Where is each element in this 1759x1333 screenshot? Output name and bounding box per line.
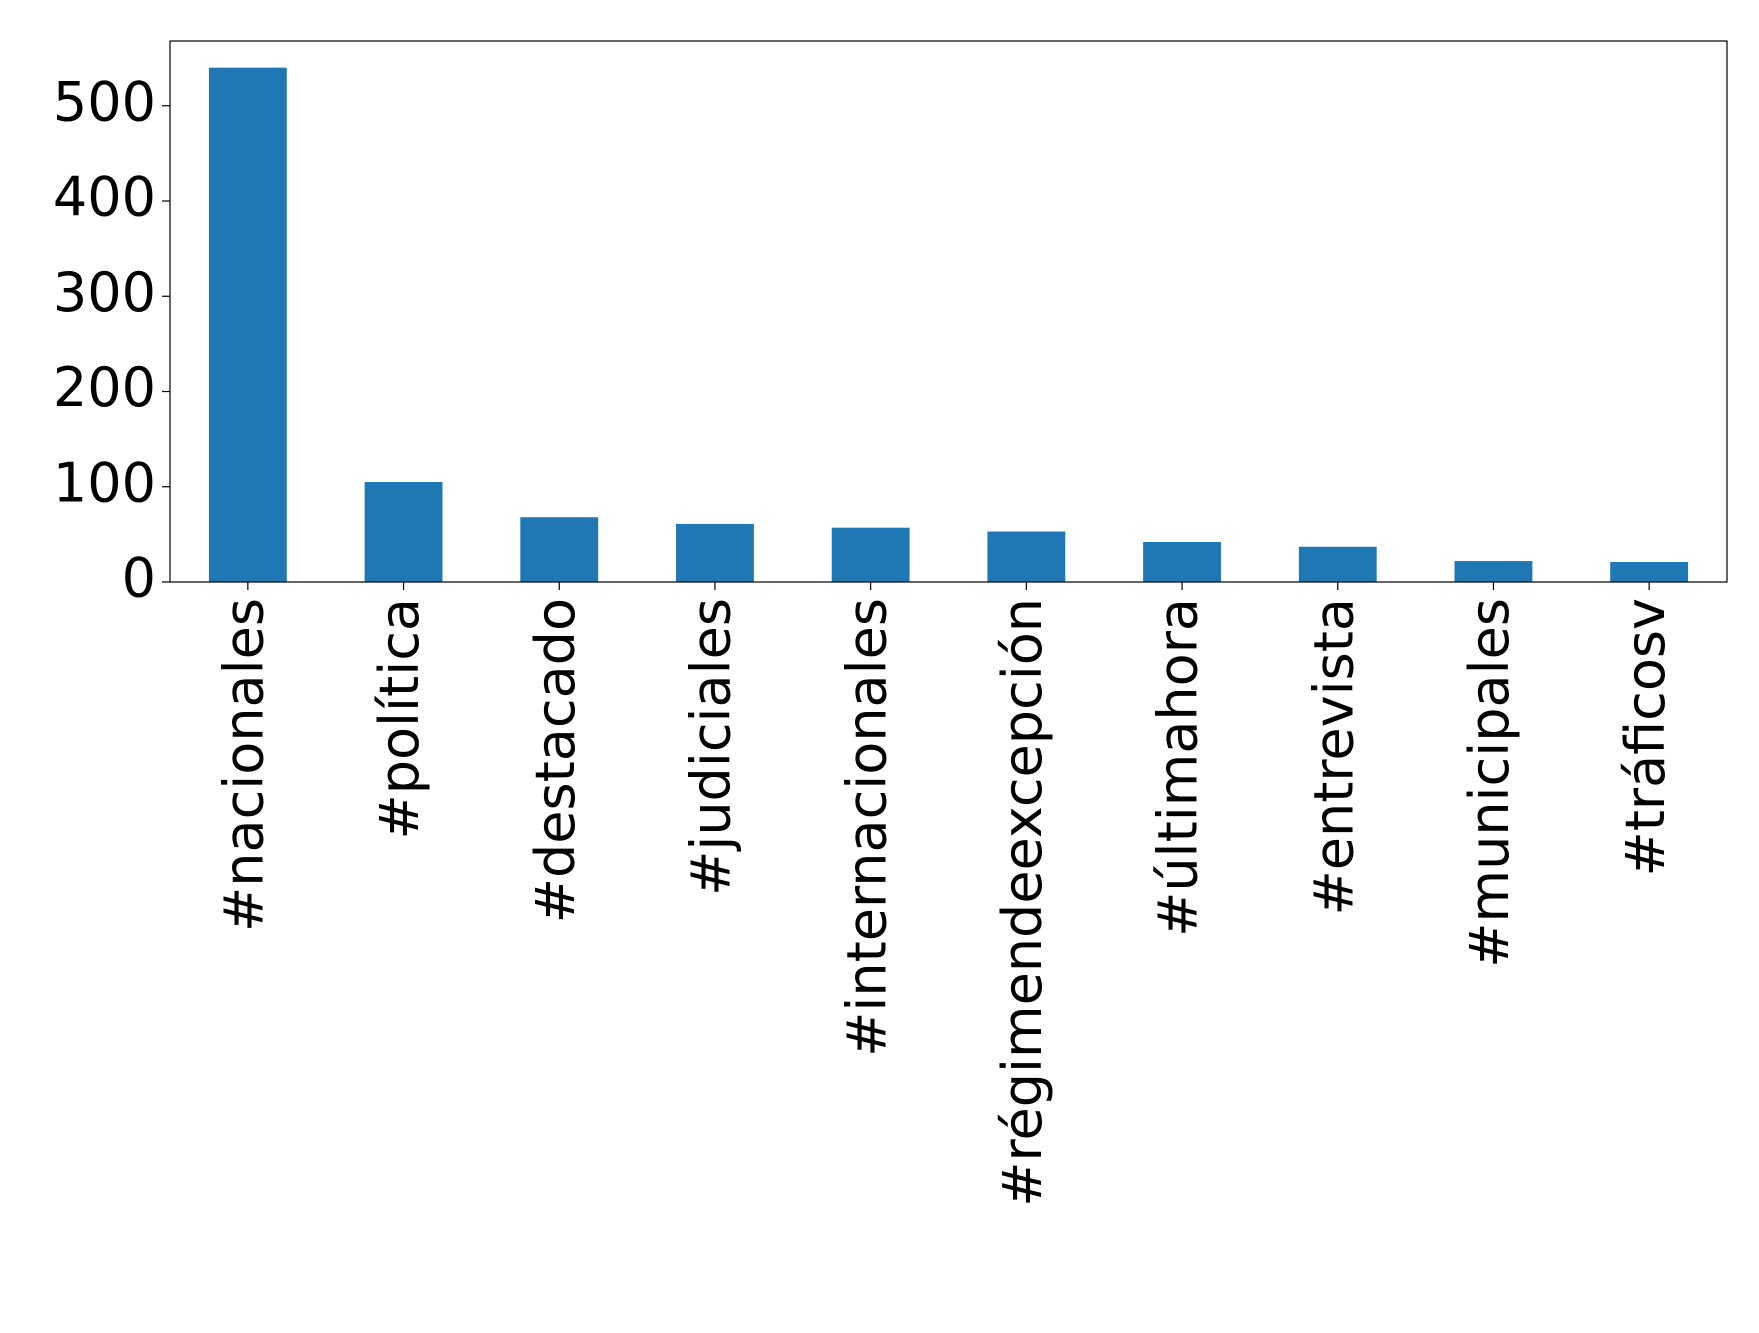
y-tick-label: 200 — [53, 356, 156, 419]
x-tick-label: #política — [368, 598, 431, 840]
plot-frame — [169, 40, 1728, 583]
y-tick-label: 0 — [122, 547, 156, 610]
bar — [1298, 546, 1377, 582]
x-tick-label: #internacionales — [835, 598, 898, 1057]
bar — [1143, 541, 1221, 582]
x-tick-label: #tráficosv — [1614, 598, 1677, 877]
x-tick-label: #últimahora — [1147, 598, 1210, 937]
bar — [987, 531, 1066, 582]
bar — [676, 523, 754, 582]
x-tick-label: #nacionales — [212, 598, 275, 932]
bar — [364, 481, 443, 582]
x-tick-label: #régimendeexcepción — [991, 598, 1054, 1207]
y-tick-label: 100 — [53, 451, 156, 514]
bar — [1454, 561, 1533, 582]
y-tick-label: 500 — [53, 70, 156, 133]
x-tick-label: #judiciales — [680, 598, 743, 896]
bar — [831, 527, 910, 582]
bar — [1610, 561, 1689, 582]
bar — [520, 517, 599, 582]
x-tick-label: #destacado — [524, 598, 587, 923]
y-tick-label: 300 — [53, 261, 156, 324]
x-tick-label: #entrevista — [1302, 598, 1365, 915]
x-tick-label: #municipales — [1458, 598, 1521, 968]
y-tick-label: 400 — [53, 166, 156, 229]
bar — [208, 67, 287, 583]
